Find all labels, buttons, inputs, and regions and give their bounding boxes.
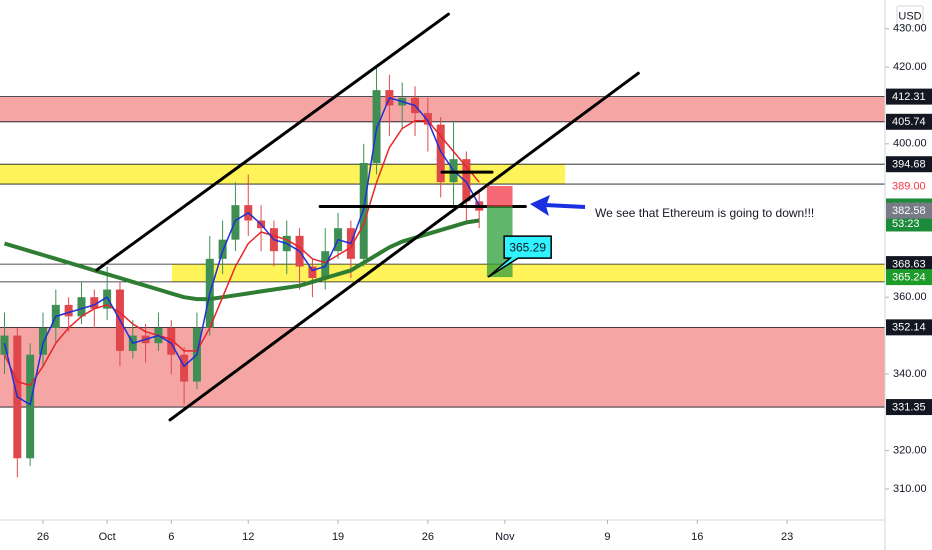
price-label-box bbox=[886, 113, 932, 130]
price-label: 368.63 bbox=[892, 259, 926, 271]
candle-body bbox=[167, 327, 176, 355]
candle-body bbox=[180, 354, 189, 382]
x-tick-label: 12 bbox=[242, 531, 254, 543]
trendline bbox=[168, 71, 640, 422]
price-label: 331.35 bbox=[892, 401, 926, 413]
currency: USD bbox=[898, 10, 921, 22]
x-tick-label: 26 bbox=[422, 531, 434, 543]
x-tick-label: 19 bbox=[332, 531, 344, 543]
candle-body bbox=[26, 354, 35, 459]
y-tick-label: 420.00 bbox=[893, 61, 927, 73]
candle-body bbox=[372, 90, 381, 163]
price-label-box bbox=[886, 319, 932, 336]
x-tick-label: 26 bbox=[37, 531, 49, 543]
ma-line bbox=[3, 120, 480, 387]
x-tick-label: 9 bbox=[604, 531, 610, 543]
x-tick-label: 16 bbox=[691, 531, 703, 543]
candle-body bbox=[308, 266, 317, 279]
candle-body bbox=[321, 251, 330, 279]
candle-body bbox=[103, 289, 112, 309]
y-tick-label: 310.00 bbox=[893, 483, 927, 495]
note-arrowhead bbox=[530, 195, 550, 216]
x-tick-label: Nov bbox=[495, 531, 515, 543]
price-label-box bbox=[886, 256, 932, 273]
price-label: 389.00 bbox=[892, 180, 926, 192]
price-label-box bbox=[886, 156, 932, 173]
price-label: 365.24 bbox=[892, 272, 926, 284]
price-label: 382.58 bbox=[892, 205, 926, 217]
y-tick-label: 430.00 bbox=[893, 23, 927, 35]
candle-body bbox=[462, 159, 471, 202]
ma-line bbox=[3, 97, 480, 406]
price-label-box bbox=[886, 202, 932, 219]
plot-area: 365.29 bbox=[0, 12, 885, 478]
note-text: We see that Ethereum is going to down!!! bbox=[595, 206, 814, 220]
candle-body bbox=[231, 205, 240, 240]
price-label-box bbox=[886, 269, 932, 286]
x-tick-label: 6 bbox=[168, 531, 174, 543]
price-label: 352.14 bbox=[892, 322, 926, 334]
zone bbox=[0, 164, 566, 185]
x-tick-label: Oct bbox=[99, 531, 116, 543]
stop-zone bbox=[486, 185, 513, 207]
currency-box[interactable] bbox=[896, 5, 924, 27]
candle-body bbox=[38, 327, 47, 355]
callout-text: 365.29 bbox=[509, 240, 546, 254]
ma-line bbox=[3, 218, 480, 302]
price-label: 53:23 bbox=[892, 218, 920, 230]
callout-box bbox=[487, 235, 552, 278]
price-label-box bbox=[886, 215, 932, 232]
y-tick-label: 320.00 bbox=[893, 444, 927, 456]
price-label-box bbox=[886, 88, 932, 105]
zone bbox=[171, 264, 885, 282]
candle-body bbox=[436, 124, 445, 183]
price-label-box bbox=[886, 177, 932, 194]
y-tick-label: 340.00 bbox=[893, 368, 927, 380]
y-tick-label: 360.00 bbox=[893, 291, 927, 303]
x-tick-label: 23 bbox=[781, 531, 793, 543]
candle-body bbox=[90, 297, 99, 309]
zone bbox=[0, 96, 885, 122]
note-arrow bbox=[544, 203, 586, 209]
price-label: 394.68 bbox=[892, 159, 926, 171]
price-label: 412.31 bbox=[892, 91, 926, 103]
price-label-box bbox=[886, 399, 932, 416]
candle-body bbox=[64, 304, 73, 317]
price-label: 405.74 bbox=[892, 116, 926, 128]
candle-body bbox=[77, 297, 86, 317]
candle-body bbox=[423, 113, 432, 125]
y-tick-label: 400.00 bbox=[893, 138, 927, 150]
trendline bbox=[95, 12, 450, 272]
